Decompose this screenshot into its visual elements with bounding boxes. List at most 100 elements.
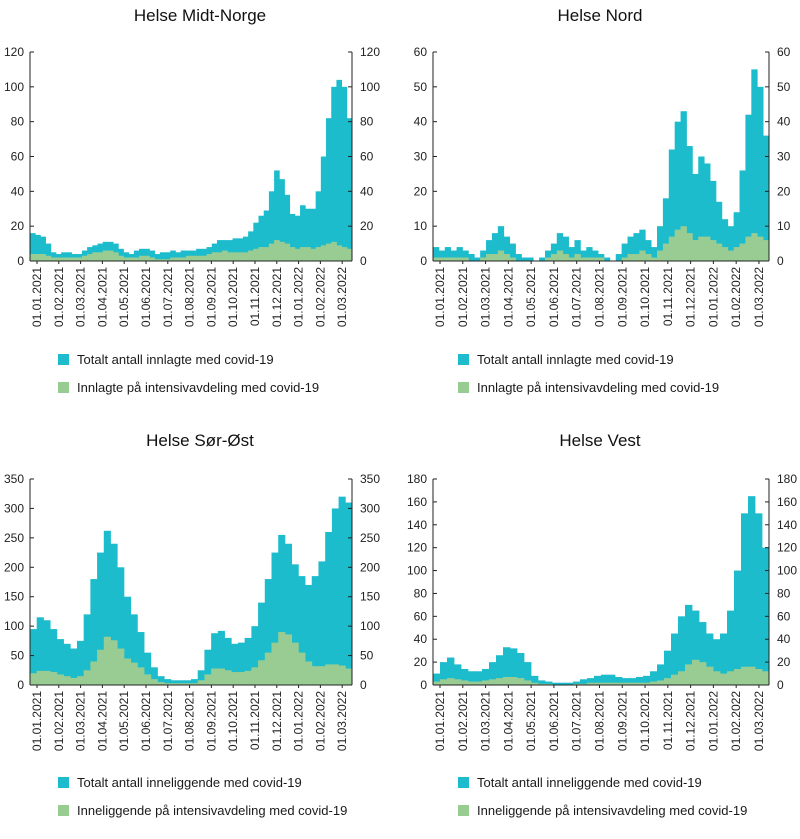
bar-total	[305, 584, 313, 685]
bar-total	[117, 567, 125, 685]
y-tick-label-left: 100	[407, 564, 427, 578]
bar-total	[615, 254, 623, 261]
bar-total	[61, 252, 67, 261]
bar-icu	[117, 648, 125, 685]
bar-icu	[110, 640, 118, 685]
bar-icu	[447, 678, 455, 685]
bar-icu	[491, 254, 499, 261]
bar-icu	[154, 259, 161, 261]
bar-icu	[56, 674, 64, 685]
bar-icu	[503, 254, 511, 261]
bar-icu	[524, 680, 532, 685]
bar-icu	[621, 257, 628, 261]
x-tick-label: 01.03.2021	[74, 691, 88, 751]
bar-icu	[231, 672, 239, 685]
bar-total	[30, 233, 36, 261]
bar-icu	[284, 634, 293, 685]
bar-icu	[562, 254, 569, 261]
bar-total	[35, 234, 41, 262]
bar-total	[550, 243, 558, 261]
bar-total	[686, 146, 693, 261]
x-tick-label: 01.10.2021	[638, 691, 652, 751]
bar-total	[733, 212, 740, 261]
bar-total	[757, 86, 764, 261]
bar-icu	[480, 257, 487, 261]
bar-icu	[130, 662, 138, 685]
bar-icu	[720, 673, 728, 685]
bar-icu	[66, 257, 72, 261]
y-tick-label-right: 60	[777, 45, 791, 59]
bar-total	[331, 508, 339, 685]
chart-panel-helse-sor-ost: 0 0 50 50 100 100 150 150 200 200 250 250 300 300 350 3…	[0, 425, 400, 839]
y-tick-label-right: 40	[777, 115, 791, 129]
bar-total	[318, 561, 326, 685]
bar-total	[715, 201, 723, 261]
bar-icu	[497, 250, 505, 261]
bar-total	[76, 254, 83, 261]
x-tick-label: 01.12.2021	[684, 267, 698, 327]
y-tick-label-right: 20	[777, 655, 791, 669]
bar-total	[311, 576, 319, 685]
bar-icu	[668, 236, 676, 261]
series-icu	[433, 659, 770, 685]
bar-total	[217, 630, 225, 685]
bar-total	[149, 250, 156, 261]
x-tick-label: 01.03.2021	[479, 691, 493, 751]
y-tick-label-left: 120	[4, 45, 24, 59]
bar-total	[664, 650, 672, 685]
chart-title: Helse Nord	[557, 6, 643, 25]
y-tick-label-left: 60	[414, 45, 428, 59]
bar-total	[279, 179, 285, 261]
bar-total	[491, 233, 499, 261]
y-tick-label-left: 0	[17, 254, 24, 268]
legend-item-total: Totalt antall innlagte med covid-19	[58, 352, 274, 368]
x-tick-label: 01.03.2021	[479, 267, 493, 327]
bar-icu	[294, 248, 301, 261]
bar-icu	[217, 668, 225, 685]
bar-total	[291, 564, 299, 685]
bar-total	[503, 236, 511, 261]
series-total	[433, 69, 770, 261]
bar-icu	[157, 682, 165, 685]
bar-icu	[55, 257, 62, 261]
bar-total	[237, 642, 246, 685]
bar-total	[177, 680, 185, 685]
bar-total	[651, 247, 658, 261]
bar-icu	[139, 255, 145, 261]
bar-total	[568, 247, 575, 261]
bar-total	[562, 236, 569, 261]
bar-total	[45, 243, 52, 261]
bar-total	[36, 617, 44, 685]
bar-total	[521, 257, 528, 261]
bar-total	[433, 247, 440, 261]
bar-total	[592, 250, 599, 261]
bar-icu	[97, 649, 105, 685]
legend-item-total: Totalt antall inneliggende med covid-19	[458, 775, 702, 791]
bar-icu	[113, 252, 119, 261]
legend-item-icu: Inneliggende på intensivavdeling med cov…	[458, 803, 747, 819]
bar-total	[201, 248, 207, 261]
x-tick-label: 01.06.2021	[139, 267, 153, 327]
x-tick-label: 01.06.2021	[547, 267, 561, 327]
bar-icu	[76, 257, 83, 261]
bar-total	[643, 675, 651, 685]
bar-icu	[698, 236, 705, 261]
y-tick-label-left: 160	[407, 495, 427, 509]
bar-icu	[346, 248, 353, 261]
series-icu	[30, 632, 353, 685]
bar-total	[154, 254, 161, 261]
bar-total	[450, 250, 457, 261]
x-tick-label: 01.10.2021	[226, 691, 240, 751]
bar-icu	[253, 248, 259, 261]
bar-total	[680, 111, 687, 261]
bar-total	[253, 222, 259, 261]
y-tick-label-left: 80	[11, 115, 25, 129]
bar-total	[170, 680, 178, 685]
bar-total	[66, 252, 72, 261]
bar-total	[720, 633, 728, 685]
bar-total	[43, 620, 51, 685]
bar-total	[510, 648, 518, 685]
bar-total	[727, 226, 735, 261]
bar-icu	[92, 252, 98, 261]
bar-total	[503, 647, 511, 685]
